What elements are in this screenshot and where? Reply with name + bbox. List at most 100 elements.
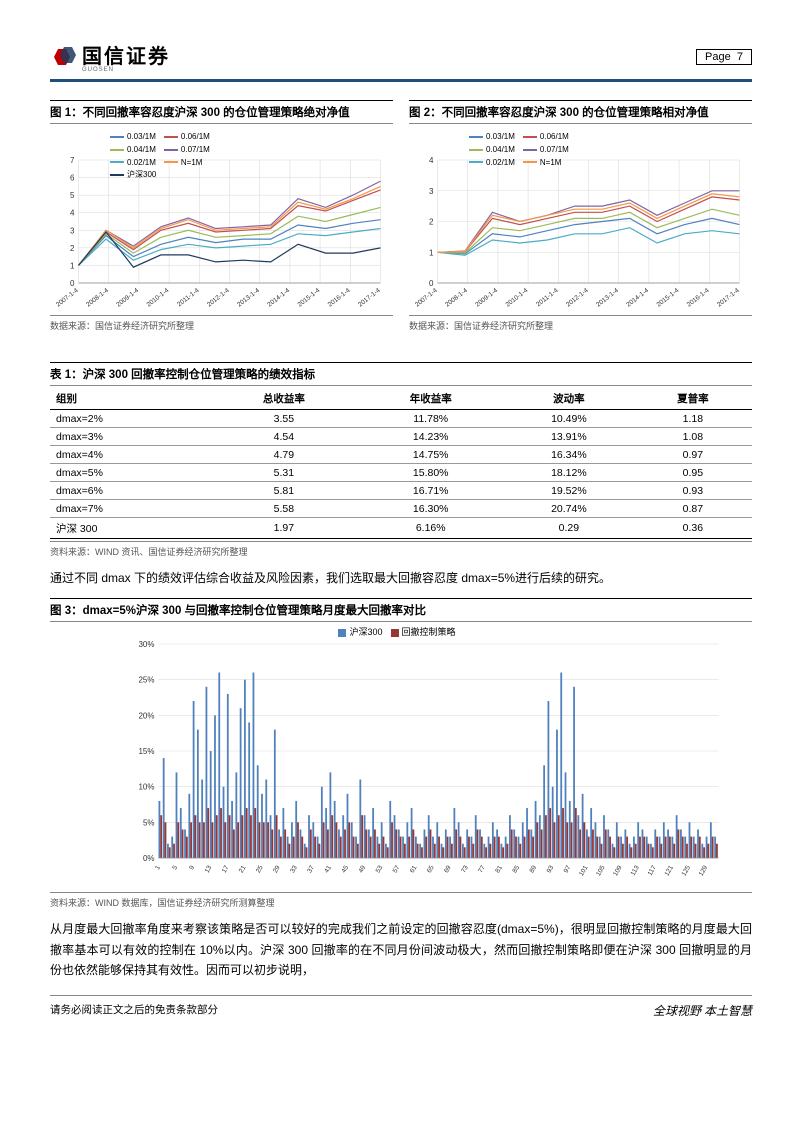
figure-1-source: 数据来源：国信证券经济研究所整理 (50, 315, 393, 332)
svg-text:2016-1-4: 2016-1-4 (327, 287, 352, 309)
figure-1-title: 图 1：不同回撤率容忍度沪深 300 的仓位管理策略绝对净值 (50, 100, 393, 124)
svg-text:6: 6 (70, 174, 75, 183)
page-number-box: Page 7 (696, 49, 752, 65)
svg-text:2014-1-4: 2014-1-4 (266, 287, 291, 309)
svg-text:117: 117 (647, 865, 658, 878)
figure-2-block: 图 2：不同回撤率容忍度沪深 300 的仓位管理策略相对净值 0 1 2 3 4 2007… (409, 100, 752, 332)
svg-text:2008-1-4: 2008-1-4 (85, 287, 110, 309)
svg-text:1: 1 (429, 248, 434, 257)
svg-text:15%: 15% (138, 747, 154, 756)
svg-text:1: 1 (154, 865, 162, 872)
svg-text:2013-1-4: 2013-1-4 (236, 287, 261, 309)
svg-text:113: 113 (630, 865, 641, 878)
svg-text:49: 49 (358, 865, 368, 875)
svg-text:2008-1-4: 2008-1-4 (444, 287, 469, 309)
svg-text:2017-1-4: 2017-1-4 (716, 287, 741, 309)
svg-text:85: 85 (511, 865, 521, 875)
figure-3-block: 图 3：dmax=5%沪深 300 与回撤率控制仓位管理策略月度最大回撤率对比 … (50, 598, 752, 909)
svg-text:1: 1 (70, 261, 75, 270)
svg-text:101: 101 (578, 865, 590, 878)
svg-text:29: 29 (272, 865, 282, 875)
svg-text:2012-1-4: 2012-1-4 (565, 287, 590, 309)
page-header: 国信证券 GUOSEN Page 7 (50, 40, 752, 73)
svg-text:20%: 20% (138, 712, 154, 721)
svg-text:2015-1-4: 2015-1-4 (297, 287, 322, 309)
svg-text:7: 7 (70, 156, 75, 165)
svg-text:2: 2 (429, 218, 434, 227)
svg-text:3: 3 (70, 226, 75, 235)
svg-text:9: 9 (188, 865, 196, 872)
figure-2-chart: 012342007-1-42008-1-42009-1-42010-1-4201… (409, 128, 752, 313)
figure-3-chart: 0%5%10%15%20%25%30%159131721252933374145… (50, 626, 752, 886)
svg-text:105: 105 (595, 865, 607, 878)
svg-text:93: 93 (546, 865, 556, 875)
svg-text:89: 89 (529, 865, 539, 875)
svg-text:33: 33 (289, 865, 299, 875)
svg-text:2013-1-4: 2013-1-4 (595, 287, 620, 309)
svg-text:2014-1-4: 2014-1-4 (625, 287, 650, 309)
svg-text:2011-1-4: 2011-1-4 (176, 287, 201, 308)
svg-text:2007-1-4: 2007-1-4 (414, 287, 439, 309)
svg-text:2012-1-4: 2012-1-4 (206, 287, 231, 309)
svg-text:5%: 5% (143, 819, 155, 828)
svg-text:2017-1-4: 2017-1-4 (357, 287, 382, 309)
header-rule (50, 79, 752, 82)
table-1-title: 表 1：沪深 300 回撤率控制仓位管理策略的绩效指标 (50, 362, 752, 386)
company-name-cn: 国信证券 (82, 40, 170, 69)
svg-text:41: 41 (323, 865, 333, 875)
svg-text:2010-1-4: 2010-1-4 (505, 287, 530, 309)
svg-text:4: 4 (429, 156, 434, 165)
svg-text:17: 17 (221, 865, 231, 875)
figure-3-title: 图 3：dmax=5%沪深 300 与回撤率控制仓位管理策略月度最大回撤率对比 (50, 598, 752, 622)
page-label: Page (705, 51, 731, 63)
svg-text:5: 5 (171, 865, 179, 872)
svg-text:37: 37 (306, 865, 316, 875)
svg-text:25: 25 (255, 865, 265, 875)
svg-text:0: 0 (70, 279, 75, 288)
page-footer: 请务必阅读正文之后的免责条款部分 全球视野 本土智慧 (50, 995, 752, 1019)
svg-text:2007-1-4: 2007-1-4 (55, 287, 80, 309)
svg-text:0%: 0% (143, 854, 155, 863)
svg-text:57: 57 (392, 865, 402, 875)
svg-text:3: 3 (429, 187, 434, 196)
svg-text:77: 77 (477, 865, 487, 875)
svg-text:65: 65 (426, 865, 436, 875)
page-num: 7 (737, 51, 743, 63)
svg-text:109: 109 (612, 865, 624, 878)
svg-text:129: 129 (698, 865, 710, 878)
figure-3-source: 资料来源：WIND 数据库，国信证券经济研究所测算整理 (50, 892, 752, 909)
svg-text:81: 81 (494, 865, 504, 875)
svg-text:25%: 25% (138, 676, 154, 685)
svg-text:21: 21 (238, 865, 248, 875)
svg-text:4: 4 (70, 209, 75, 218)
svg-text:2011-1-4: 2011-1-4 (535, 287, 560, 308)
table-1-block: 表 1：沪深 300 回撤率控制仓位管理策略的绩效指标 组别总收益率年收益率波动… (50, 362, 752, 558)
footer-right: 全球视野 本土智慧 (653, 1002, 752, 1019)
figure-2-source: 数据来源：国信证券经济研究所整理 (409, 315, 752, 332)
svg-text:61: 61 (409, 865, 419, 875)
paragraph-1: 通过不同 dmax 下的绩效评估综合收益及风险因素，我们选取最大回撤容忍度 dm… (50, 568, 752, 588)
table-1-source: 资料来源：WIND 资讯、国信证券经济研究所整理 (50, 541, 752, 558)
svg-text:45: 45 (340, 865, 350, 875)
svg-text:2009-1-4: 2009-1-4 (115, 287, 140, 309)
svg-text:97: 97 (563, 865, 573, 875)
svg-text:10%: 10% (138, 783, 154, 792)
figure-2-title: 图 2：不同回撤率容忍度沪深 300 的仓位管理策略相对净值 (409, 100, 752, 124)
svg-text:2: 2 (70, 244, 75, 253)
svg-text:13: 13 (204, 865, 214, 875)
page-root: 国信证券 GUOSEN Page 7 图 1：不同回撤率容忍度沪深 300 的仓… (0, 0, 802, 1049)
svg-text:121: 121 (664, 865, 676, 878)
figure-1-chart: 0 1 2 3 4 5 6 7 2007-1-42008-1-42009-1-4 2010-1-4… (50, 128, 393, 313)
svg-text:2010-1-4: 2010-1-4 (146, 287, 171, 309)
svg-text:2009-1-4: 2009-1-4 (474, 287, 499, 309)
paragraph-2: 从月度最大回撤率角度来考察该策略是否可以较好的完成我们之前设定的回撤容忍度(dm… (50, 919, 752, 980)
svg-text:5: 5 (70, 191, 75, 200)
table-1: 组别总收益率年收益率波动率夏普率dmax=2%3.5511.78%10.49%1… (50, 388, 752, 539)
svg-text:125: 125 (681, 865, 693, 878)
svg-text:2015-1-4: 2015-1-4 (656, 287, 681, 309)
svg-text:0: 0 (429, 279, 434, 288)
company-logo: 国信证券 GUOSEN (50, 40, 170, 73)
svg-text:69: 69 (443, 865, 453, 875)
svg-text:2016-1-4: 2016-1-4 (686, 287, 711, 309)
footer-left: 请务必阅读正文之后的免责条款部分 (50, 1002, 218, 1019)
